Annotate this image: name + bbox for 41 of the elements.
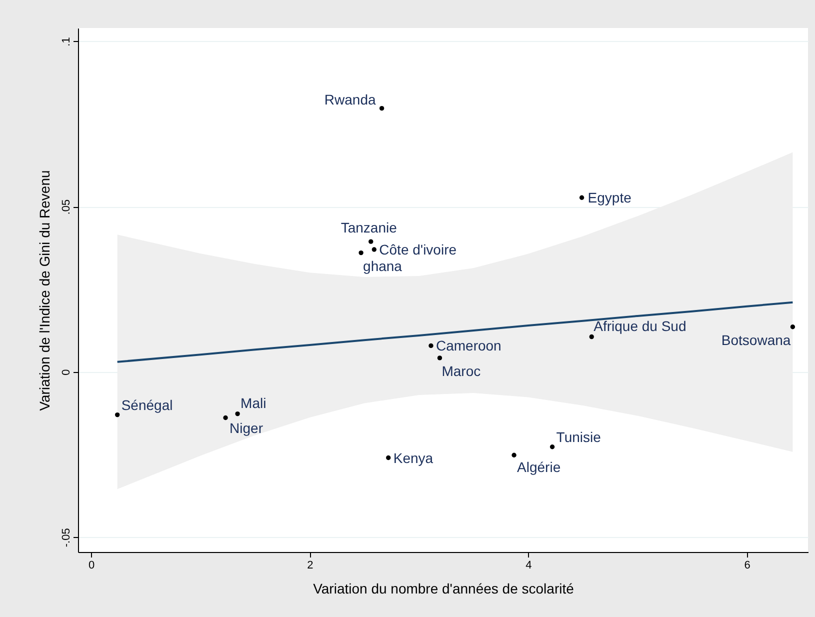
x-tick-label: 2 (307, 560, 314, 572)
point (579, 195, 584, 200)
point (114, 412, 120, 418)
x-axis-title: Variation du nombre d'années de scolarité (313, 580, 574, 596)
annotation: Maroc (442, 362, 481, 379)
y-tick-label: 0 (60, 369, 72, 376)
annotation: Cameroon (436, 338, 502, 354)
point (358, 250, 364, 256)
y-tick-label: .05 (60, 199, 72, 215)
annotation: ghana (363, 258, 402, 274)
x-tick-label: 0 (88, 560, 95, 572)
annotation: Algérie (517, 459, 561, 476)
annotation: Mali (240, 394, 266, 411)
point (368, 239, 374, 244)
x-tick-label: 6 (744, 560, 750, 572)
point (589, 334, 594, 340)
y-axis-title: Variation de l'Indice de Gini du Revenu (36, 170, 52, 411)
annotation: Tanzanie (340, 220, 398, 236)
point (379, 106, 384, 111)
x-tick-label: 4 (526, 560, 532, 572)
annotation: Egypte (588, 190, 632, 206)
y-tick-label: .1 (60, 37, 72, 46)
point (790, 324, 796, 330)
point (386, 455, 391, 460)
point (372, 247, 376, 252)
point (428, 343, 434, 348)
line-series (116, 301, 794, 363)
point (512, 452, 516, 458)
y-tick-label: -.05 (60, 528, 72, 548)
point (223, 415, 228, 420)
annotation: Sénégal (121, 396, 173, 413)
annotation: Afrique du Sud (594, 318, 686, 334)
annotation: Rwanda (324, 91, 376, 108)
annotation: Côte d'ivoire (379, 242, 457, 258)
annotation: Kenya (393, 450, 434, 466)
point (235, 411, 240, 416)
annotation: Botsowana (721, 332, 791, 348)
annotation: Niger (230, 420, 264, 436)
point (437, 356, 442, 360)
point (550, 444, 555, 450)
annotation: Tunisie (556, 428, 602, 445)
